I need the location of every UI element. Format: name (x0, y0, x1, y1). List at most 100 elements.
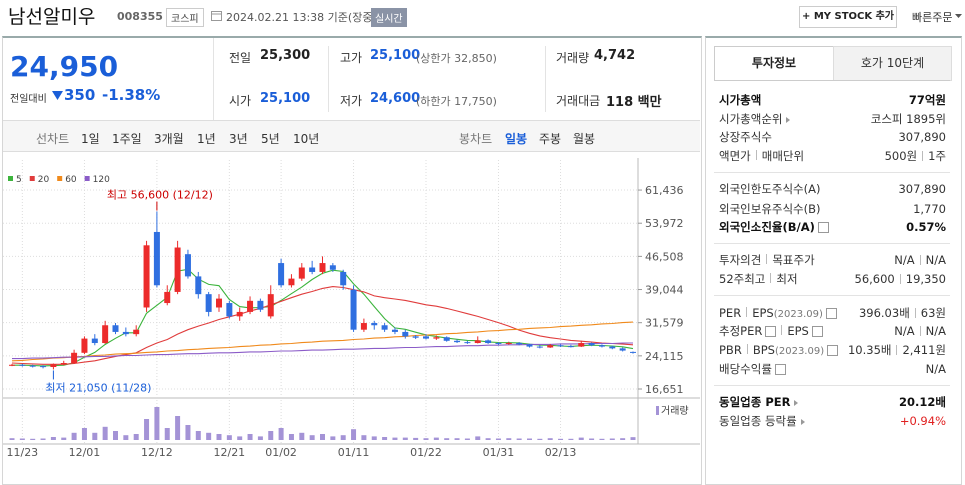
volume-bar (206, 432, 212, 440)
info-label: 액면가 (719, 149, 751, 163)
info-label: BPS (752, 343, 775, 357)
candle-body (505, 343, 512, 345)
period-tab[interactable]: 1일 (81, 132, 100, 146)
candle-body (164, 291, 171, 304)
info-value: 396.03배 (858, 306, 910, 320)
period-tab[interactable]: 3년 (229, 132, 248, 146)
volume-bar (50, 437, 56, 440)
candle-body (474, 340, 481, 344)
candle-body (19, 364, 26, 366)
volume-bar (371, 436, 377, 440)
candle-body (402, 331, 409, 337)
stat-label: 거래량 (556, 51, 590, 65)
info-row: 동일업종 등락률 +0.94% (719, 413, 946, 429)
x-tick-label: 01/11 (338, 446, 370, 459)
stat-label: 저가 (340, 94, 363, 108)
info-label: 최저 (776, 272, 798, 286)
info-value: 2,411원 (902, 343, 946, 357)
stat-label: 시가 (229, 94, 252, 108)
candle-body (464, 342, 471, 344)
candle-body (423, 336, 429, 339)
volume-bar (185, 425, 191, 440)
info-label: PBR (719, 343, 742, 357)
info-tab[interactable]: 호가 10단계 (833, 46, 952, 81)
info-row: 외국인소진율(B/A) 0.57% (719, 219, 946, 235)
volume-bar (123, 435, 129, 440)
volume-bar (516, 438, 522, 440)
period-tab[interactable]: 3개월 (154, 132, 184, 146)
quick-order[interactable]: 빠른주문 (912, 11, 953, 24)
candle-body (267, 294, 274, 317)
volume-bar (506, 438, 512, 440)
y-tick-label: 61,436 (645, 184, 684, 197)
candle-body (50, 364, 57, 368)
candle-body (205, 294, 212, 312)
period-tab[interactable]: 1년 (197, 132, 216, 146)
candle-tab[interactable]: 주봉 (539, 132, 562, 146)
volume-bar (288, 434, 294, 440)
info-value: 500원 (884, 149, 918, 163)
info-value: N/A (925, 253, 946, 267)
dropdown-arrow (955, 14, 962, 18)
info-tab-active[interactable]: 투자정보 (714, 46, 834, 80)
info-value: 0.57% (906, 220, 946, 234)
volume-bar (609, 438, 615, 440)
info-value: N/A (894, 253, 915, 267)
volume-bar (257, 436, 263, 440)
candle-body (195, 276, 202, 295)
info-value: 19,350 (905, 272, 946, 286)
info-value: N/A (925, 324, 946, 338)
info-row: 액면가 매매단위 500원 1주 (719, 148, 946, 164)
volume-bar (30, 438, 36, 440)
ma-line (12, 268, 634, 367)
volume-bar (527, 438, 532, 440)
period-tab[interactable]: 1주일 (112, 132, 142, 146)
legend-swatch (656, 406, 659, 415)
volume-bar (578, 437, 584, 440)
candle-tab[interactable]: 월봉 (573, 132, 596, 146)
info-row: 외국인한도주식수(A) 307,890 (719, 181, 946, 197)
volume-bar (92, 432, 98, 440)
candle-body (257, 300, 264, 310)
period-tab[interactable]: 10년 (293, 132, 320, 146)
tab-group-label: 봉차트 (459, 132, 493, 146)
stat-value: 25,300 (260, 48, 311, 63)
candle-body (391, 329, 398, 332)
volume-bar (361, 435, 367, 440)
y-tick-label: 31,579 (645, 317, 684, 330)
my-stock-button[interactable]: + MY STOCK 추가 (799, 6, 897, 28)
candle-tab[interactable]: 일봉 (505, 132, 528, 146)
volume-bar (102, 426, 108, 440)
datetime: 2024.02.21 13:38 기준(장중) (226, 11, 377, 24)
legend-label: 120 (93, 175, 110, 185)
stat-label: 거래대금 (556, 94, 601, 108)
volume-bar (433, 437, 439, 440)
x-tick-label: 02/13 (545, 446, 577, 459)
candle-body (619, 348, 626, 351)
info-row: 시가총액 77억원 (719, 92, 946, 108)
candle-body (547, 345, 554, 348)
candle-body (60, 363, 67, 365)
info-label: 추정PER (719, 324, 763, 338)
y-tick-label: 39,044 (645, 284, 684, 297)
volume-bar (19, 438, 25, 440)
info-row: 추정PER EPS N/A N/A (719, 323, 946, 339)
stat-extra: (하한가 17,750) (416, 95, 497, 108)
x-tick-label: 01/22 (410, 446, 442, 459)
ma-line (11, 321, 634, 362)
volume-bar (154, 407, 160, 440)
candle-body (360, 323, 367, 330)
info-label: PER (719, 306, 742, 320)
volume-bar (247, 434, 253, 440)
volume-bar (81, 428, 87, 440)
candle-body (174, 247, 181, 292)
period-tab[interactable]: 5년 (261, 132, 280, 146)
candle-body (454, 340, 461, 343)
market-badge: 코스피 (166, 8, 204, 27)
info-row: 52주최고 최저 56,600 19,350 (719, 271, 946, 287)
calendar-icon (211, 11, 222, 21)
stat-value: 4,742 (594, 48, 636, 63)
candle-body (609, 346, 616, 349)
info-value: 1주 (928, 149, 946, 163)
candle-body (81, 338, 88, 353)
